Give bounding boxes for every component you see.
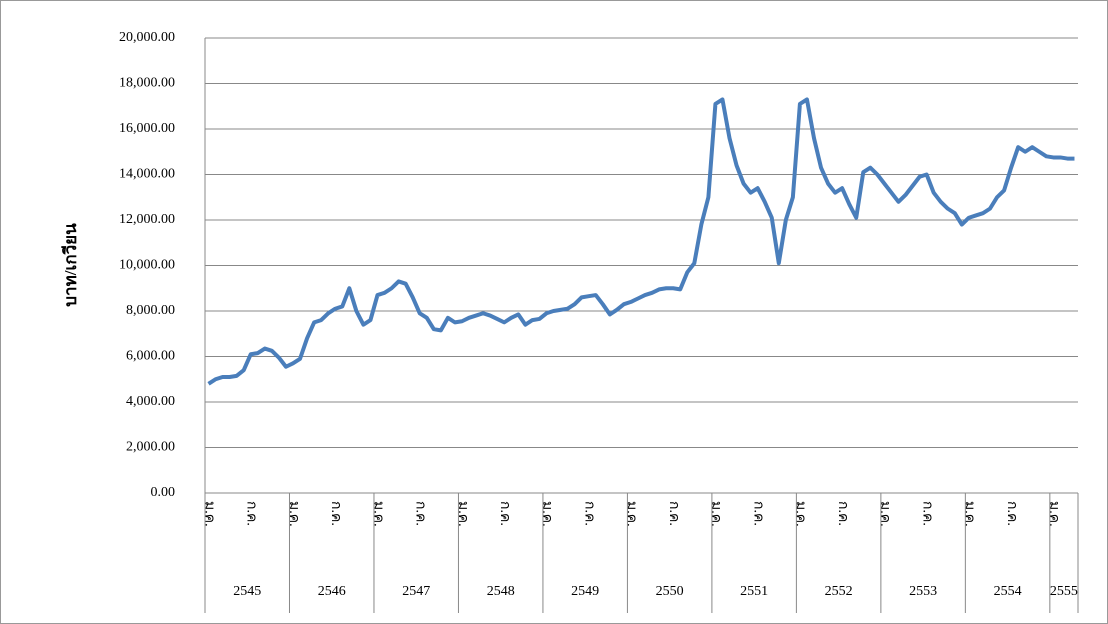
- x-group-label: 2555: [1050, 584, 1078, 599]
- x-group-label: 2553: [909, 584, 937, 599]
- y-tick-label: 10,000.00: [119, 258, 175, 273]
- x-tick-label: ก.ค.: [919, 501, 934, 526]
- x-tick-label: ก.ค.: [328, 501, 343, 526]
- y-tick-label: 0.00: [151, 485, 176, 500]
- x-tick-label: ม.ค.: [370, 501, 385, 527]
- x-tick-label: ก.ค.: [581, 501, 596, 526]
- x-group-label: 2549: [571, 584, 599, 599]
- x-group-label: 2545: [233, 584, 261, 599]
- x-group-label: 2547: [402, 584, 430, 599]
- y-tick-label: 18,000.00: [119, 76, 175, 91]
- y-tick-label: 4,000.00: [126, 394, 175, 409]
- y-tick-label: 6,000.00: [126, 349, 175, 364]
- x-group-label: 2554: [994, 584, 1022, 599]
- x-group-label: 2548: [487, 584, 515, 599]
- x-tick-label: ม.ค.: [877, 501, 892, 527]
- x-tick-label: ก.ค.: [666, 501, 681, 526]
- x-tick-label: ม.ค.: [455, 501, 470, 527]
- x-group-label: 2546: [318, 584, 346, 599]
- x-tick-label: ก.ค.: [835, 501, 850, 526]
- x-tick-label: ม.ค.: [201, 501, 216, 527]
- y-tick-label: 2,000.00: [126, 440, 175, 455]
- y-tick-label: 20,000.00: [119, 30, 175, 45]
- x-group-label: 2552: [825, 584, 853, 599]
- x-group-label: 2550: [656, 584, 684, 599]
- y-tick-label: 12,000.00: [119, 212, 175, 227]
- y-axis-title: บาท/เกวียน: [60, 223, 80, 307]
- x-tick-label: ม.ค.: [624, 501, 639, 527]
- x-tick-label: ม.ค.: [539, 501, 554, 527]
- y-tick-label: 8,000.00: [126, 303, 175, 318]
- x-tick-label: ม.ค.: [793, 501, 808, 527]
- x-tick-label: ม.ค.: [708, 501, 723, 527]
- x-tick-label: ม.ค.: [1046, 501, 1061, 527]
- x-group-label: 2551: [740, 584, 768, 599]
- x-tick-label: ก.ค.: [244, 501, 259, 526]
- x-tick-label: ก.ค.: [1004, 501, 1019, 526]
- x-tick-label: ม.ค.: [286, 501, 301, 527]
- x-tick-label: ก.ค.: [497, 501, 512, 526]
- x-tick-label: ม.ค.: [962, 501, 977, 527]
- y-tick-label: 14,000.00: [119, 167, 175, 182]
- x-tick-label: ก.ค.: [413, 501, 428, 526]
- x-tick-label: ก.ค.: [750, 501, 765, 526]
- data-line: [207, 97, 1075, 386]
- y-tick-label: 16,000.00: [119, 121, 175, 136]
